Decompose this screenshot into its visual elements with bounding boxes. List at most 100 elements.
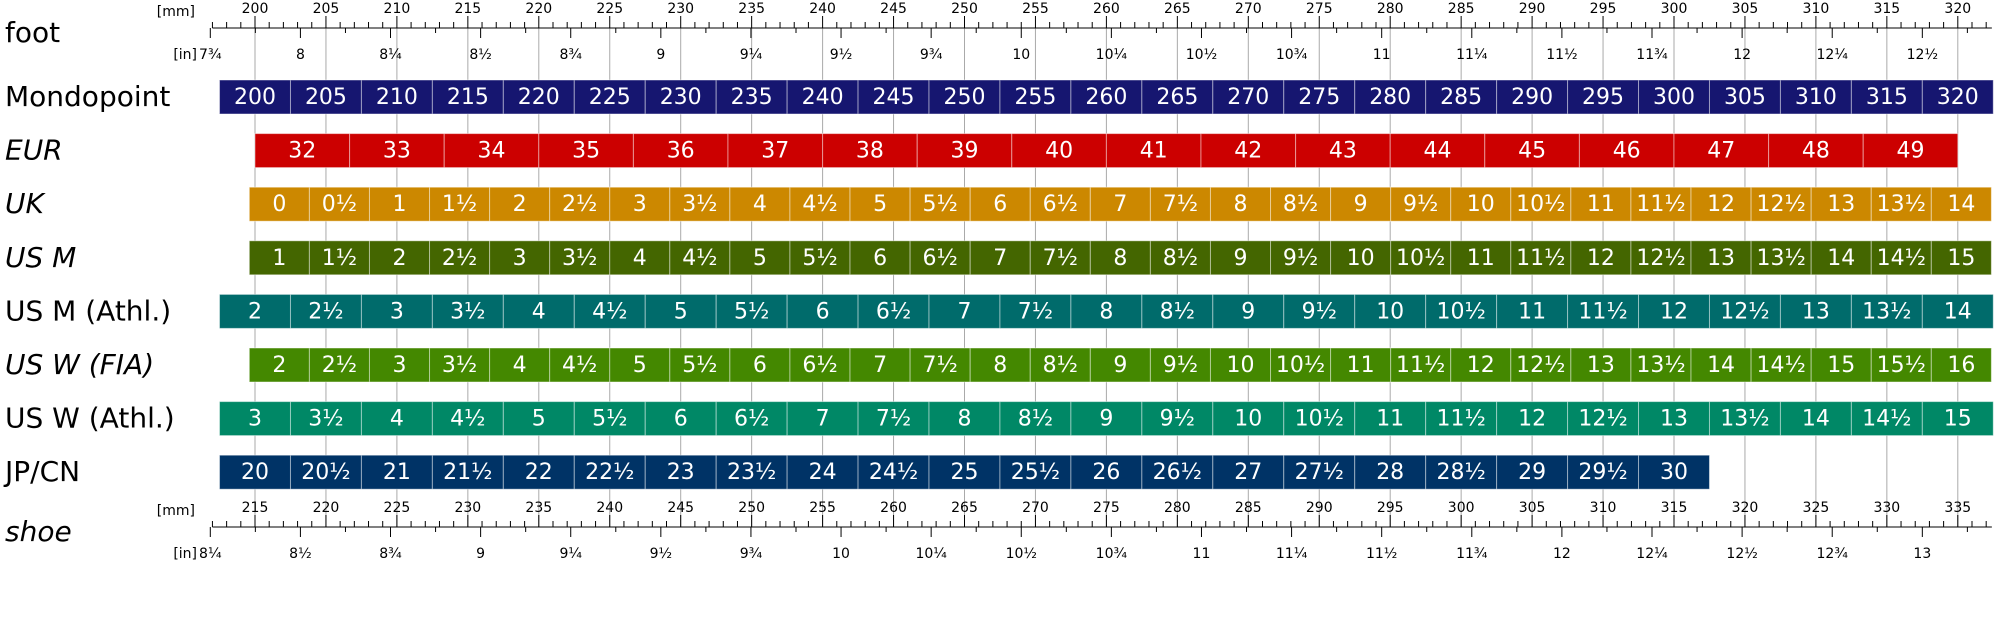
size-label: 13½	[1636, 353, 1685, 378]
size-label: 1½	[442, 192, 477, 217]
size-label: 9½	[1160, 407, 1195, 432]
ruler-label: foot	[5, 16, 60, 49]
row-label: US W (FIA)	[5, 348, 154, 381]
size-label: 32	[288, 139, 316, 164]
size-label: 7½	[1018, 299, 1053, 324]
size-cell	[573, 79, 646, 115]
size-cell	[1630, 240, 1692, 276]
size-label: 6½	[802, 353, 837, 378]
size-label: 10	[1347, 246, 1375, 271]
row-label: Mondopoint	[5, 80, 170, 113]
size-cell	[1810, 240, 1872, 276]
size-label: 22	[525, 460, 553, 485]
size-label: 5	[633, 353, 647, 378]
size-label: 8½	[1163, 246, 1198, 271]
in-label: 11¼	[1276, 546, 1308, 562]
size-cell	[429, 347, 491, 383]
size-label: 14½	[1877, 246, 1926, 271]
size-cell	[1708, 79, 1781, 115]
size-cell	[1089, 347, 1151, 383]
size-label: 37	[761, 139, 789, 164]
in-label: 10½	[1006, 546, 1037, 562]
in-label: 9	[476, 546, 485, 562]
size-label: 10	[1467, 192, 1495, 217]
size-label: 250	[944, 85, 986, 110]
size-label: 43	[1329, 139, 1357, 164]
size-cell	[1212, 454, 1285, 490]
size-cell	[1570, 186, 1632, 222]
size-cell	[669, 240, 731, 276]
size-label: 15½	[1877, 353, 1926, 378]
size-cell	[1779, 293, 1852, 329]
size-label: 6	[674, 407, 688, 432]
size-label: 3½	[442, 353, 477, 378]
size-label: 13	[1707, 246, 1735, 271]
size-label: 40	[1045, 139, 1073, 164]
size-label: 205	[305, 85, 347, 110]
size-label: 4½	[450, 407, 485, 432]
size-label: 11½	[1436, 407, 1485, 432]
mm-label: 215	[242, 500, 269, 516]
size-label: 6	[873, 246, 887, 271]
size-label: 3	[393, 353, 407, 378]
size-cell	[789, 240, 851, 276]
size-cell	[999, 401, 1072, 437]
size-label: 4½	[682, 246, 717, 271]
size-cell	[573, 454, 646, 490]
size-label: 12	[1660, 299, 1688, 324]
in-label: 12½	[1907, 47, 1938, 63]
size-label: 13½	[1877, 192, 1926, 217]
size-cell	[1209, 186, 1272, 222]
size-cell	[248, 186, 310, 222]
in-label: 9¾	[740, 546, 763, 562]
size-label: 12	[1518, 407, 1546, 432]
mm-label: 255	[1022, 1, 1049, 17]
size-cell	[219, 454, 291, 490]
size-label: 11	[1518, 299, 1546, 324]
size-label: 1½	[322, 246, 357, 271]
size-cell	[1270, 347, 1332, 383]
row-label: US M (Athl.)	[5, 294, 171, 327]
in-label: 8½	[469, 47, 491, 63]
in-label: 9½	[650, 546, 672, 562]
size-label: 8	[958, 407, 972, 432]
size-cell	[1484, 133, 1580, 169]
size-cell	[1390, 347, 1452, 383]
size-label: 8½	[1043, 353, 1078, 378]
size-cell	[849, 186, 911, 222]
in-label: 11¾	[1636, 47, 1668, 63]
size-cell	[1930, 186, 1992, 222]
mm-label: 240	[809, 1, 836, 17]
size-label: 47	[1707, 139, 1735, 164]
size-label: 2	[393, 246, 407, 271]
size-cell	[1390, 186, 1452, 222]
size-cell	[219, 293, 291, 329]
size-cell	[431, 401, 504, 437]
size-cell	[1425, 401, 1498, 437]
size-cell	[1141, 79, 1214, 115]
size-label: 33	[383, 139, 411, 164]
size-cell	[1070, 293, 1143, 329]
size-label: 2	[272, 353, 286, 378]
size-cell	[1450, 240, 1512, 276]
mm-label: 295	[1377, 500, 1404, 516]
size-label: 12½	[1516, 353, 1565, 378]
size-cell	[1930, 240, 1992, 276]
size-label: 4	[753, 192, 767, 217]
size-cell	[1330, 347, 1392, 383]
size-label: 11½	[1636, 192, 1685, 217]
size-cell	[1105, 133, 1202, 169]
size-cell	[1295, 133, 1391, 169]
size-label: 3½	[562, 246, 597, 271]
size-row: 3 3½ 4 4½ 5 5½ 6 6½ 7 7½ 8 8½ 9 9½ 10 10½ 11 11½ 12 12½ 13 13…	[219, 401, 1994, 437]
size-cell	[1570, 347, 1632, 383]
size-label: 42	[1234, 139, 1262, 164]
size-label: 9	[1233, 246, 1247, 271]
size-cell	[1141, 401, 1214, 437]
size-cell	[969, 240, 1031, 276]
size-label: 12½	[1578, 407, 1627, 432]
mm-label: 265	[951, 500, 978, 516]
size-label: 27½	[1295, 460, 1344, 485]
size-cell	[573, 401, 646, 437]
size-label: 45	[1518, 139, 1546, 164]
